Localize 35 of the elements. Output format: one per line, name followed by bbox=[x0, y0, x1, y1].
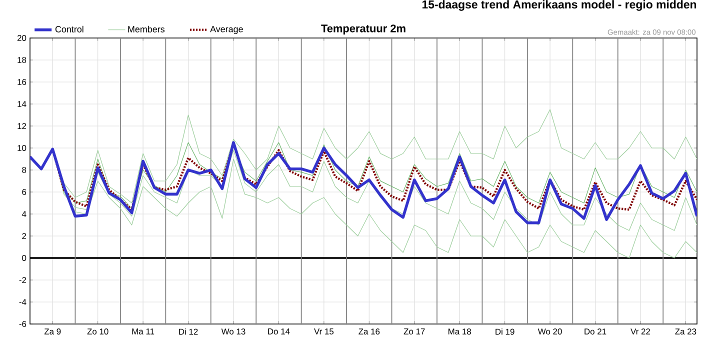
y-tick-label: 8 bbox=[22, 167, 26, 173]
y-tick-label: 12 bbox=[18, 123, 26, 129]
x-tick-label: Wo 20 bbox=[538, 328, 562, 335]
x-tick-label: Vr 22 bbox=[630, 328, 650, 334]
x-tick-label: Di 12 bbox=[179, 328, 198, 335]
legend-label: Control bbox=[55, 26, 84, 32]
y-tick-label: 16 bbox=[18, 79, 26, 85]
x-tick-label: Di 19 bbox=[496, 328, 514, 335]
y-tick-label: -6 bbox=[19, 321, 26, 327]
y-tick-label: 0 bbox=[22, 255, 26, 261]
y-tick-label: 14 bbox=[18, 101, 26, 107]
x-tick-label: Zo 10 bbox=[87, 328, 108, 335]
y-tick-label: -2 bbox=[19, 277, 26, 283]
y-tick-label: -4 bbox=[19, 299, 26, 305]
x-tick-label: Vr 15 bbox=[314, 328, 334, 334]
y-tick-label: 6 bbox=[22, 189, 26, 195]
x-tick-label: Zo 17 bbox=[404, 328, 425, 334]
x-tick-label: Za 23 bbox=[675, 328, 696, 335]
x-tick-label: Do 14 bbox=[268, 328, 290, 334]
x-tick-label: Za 9 bbox=[44, 328, 61, 335]
y-tick-label: 18 bbox=[18, 57, 26, 63]
legend-label: Average bbox=[210, 26, 243, 34]
chart-subtitle: Temperatuur 2m bbox=[321, 24, 406, 34]
x-tick-label: Za 16 bbox=[358, 328, 380, 335]
x-tick-label: Ma 11 bbox=[132, 328, 154, 334]
x-tick-label: Do 21 bbox=[584, 328, 606, 335]
y-tick-label: 2 bbox=[22, 233, 26, 239]
x-tick-label: Ma 18 bbox=[448, 328, 471, 335]
chart-title: 15-daagse trend Amerikaans model - regio midden bbox=[422, 0, 696, 11]
y-tick-label: 20 bbox=[17, 35, 26, 41]
x-tick-label: Wo 13 bbox=[221, 328, 246, 335]
y-tick-label: 10 bbox=[18, 145, 26, 151]
line-series bbox=[30, 141, 698, 224]
y-tick-label: 4 bbox=[22, 211, 26, 217]
legend-label: Members bbox=[128, 26, 165, 32]
